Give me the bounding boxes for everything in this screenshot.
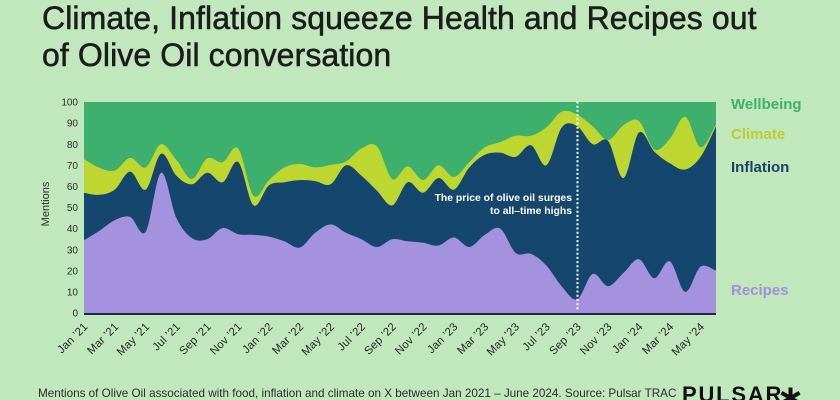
svg-text:Nov ’21: Nov ’21 — [208, 321, 245, 358]
svg-text:Jan ’24: Jan ’24 — [610, 321, 645, 356]
svg-text:May ’23: May ’23 — [485, 321, 522, 358]
svg-text:90: 90 — [67, 119, 79, 130]
svg-text:Sep ’23: Sep ’23 — [547, 321, 584, 358]
svg-text:Nov ’23: Nov ’23 — [578, 321, 615, 358]
svg-text:Sep ’22: Sep ’22 — [362, 321, 399, 358]
svg-text:10: 10 — [67, 288, 79, 299]
svg-text:Jan ’22: Jan ’22 — [240, 321, 275, 356]
svg-text:50: 50 — [67, 203, 79, 214]
svg-text:70: 70 — [67, 161, 79, 172]
svg-text:May ’21: May ’21 — [115, 321, 152, 358]
svg-text:20: 20 — [67, 266, 79, 277]
svg-text:Jan ’21: Jan ’21 — [55, 321, 90, 356]
svg-text:100: 100 — [61, 98, 78, 109]
svg-text:80: 80 — [67, 140, 79, 151]
svg-text:May ’24: May ’24 — [670, 321, 707, 358]
svg-text:60: 60 — [67, 182, 79, 193]
svg-text:30: 30 — [67, 245, 79, 256]
svg-text:0: 0 — [72, 309, 78, 320]
svg-text:40: 40 — [67, 224, 79, 235]
svg-text:Jan ’23: Jan ’23 — [425, 321, 460, 356]
svg-text:Mentions: Mentions — [40, 181, 52, 226]
svg-text:Nov ’22: Nov ’22 — [393, 321, 430, 358]
svg-text:May ’22: May ’22 — [300, 321, 337, 358]
svg-text:Sep ’21: Sep ’21 — [177, 321, 214, 358]
